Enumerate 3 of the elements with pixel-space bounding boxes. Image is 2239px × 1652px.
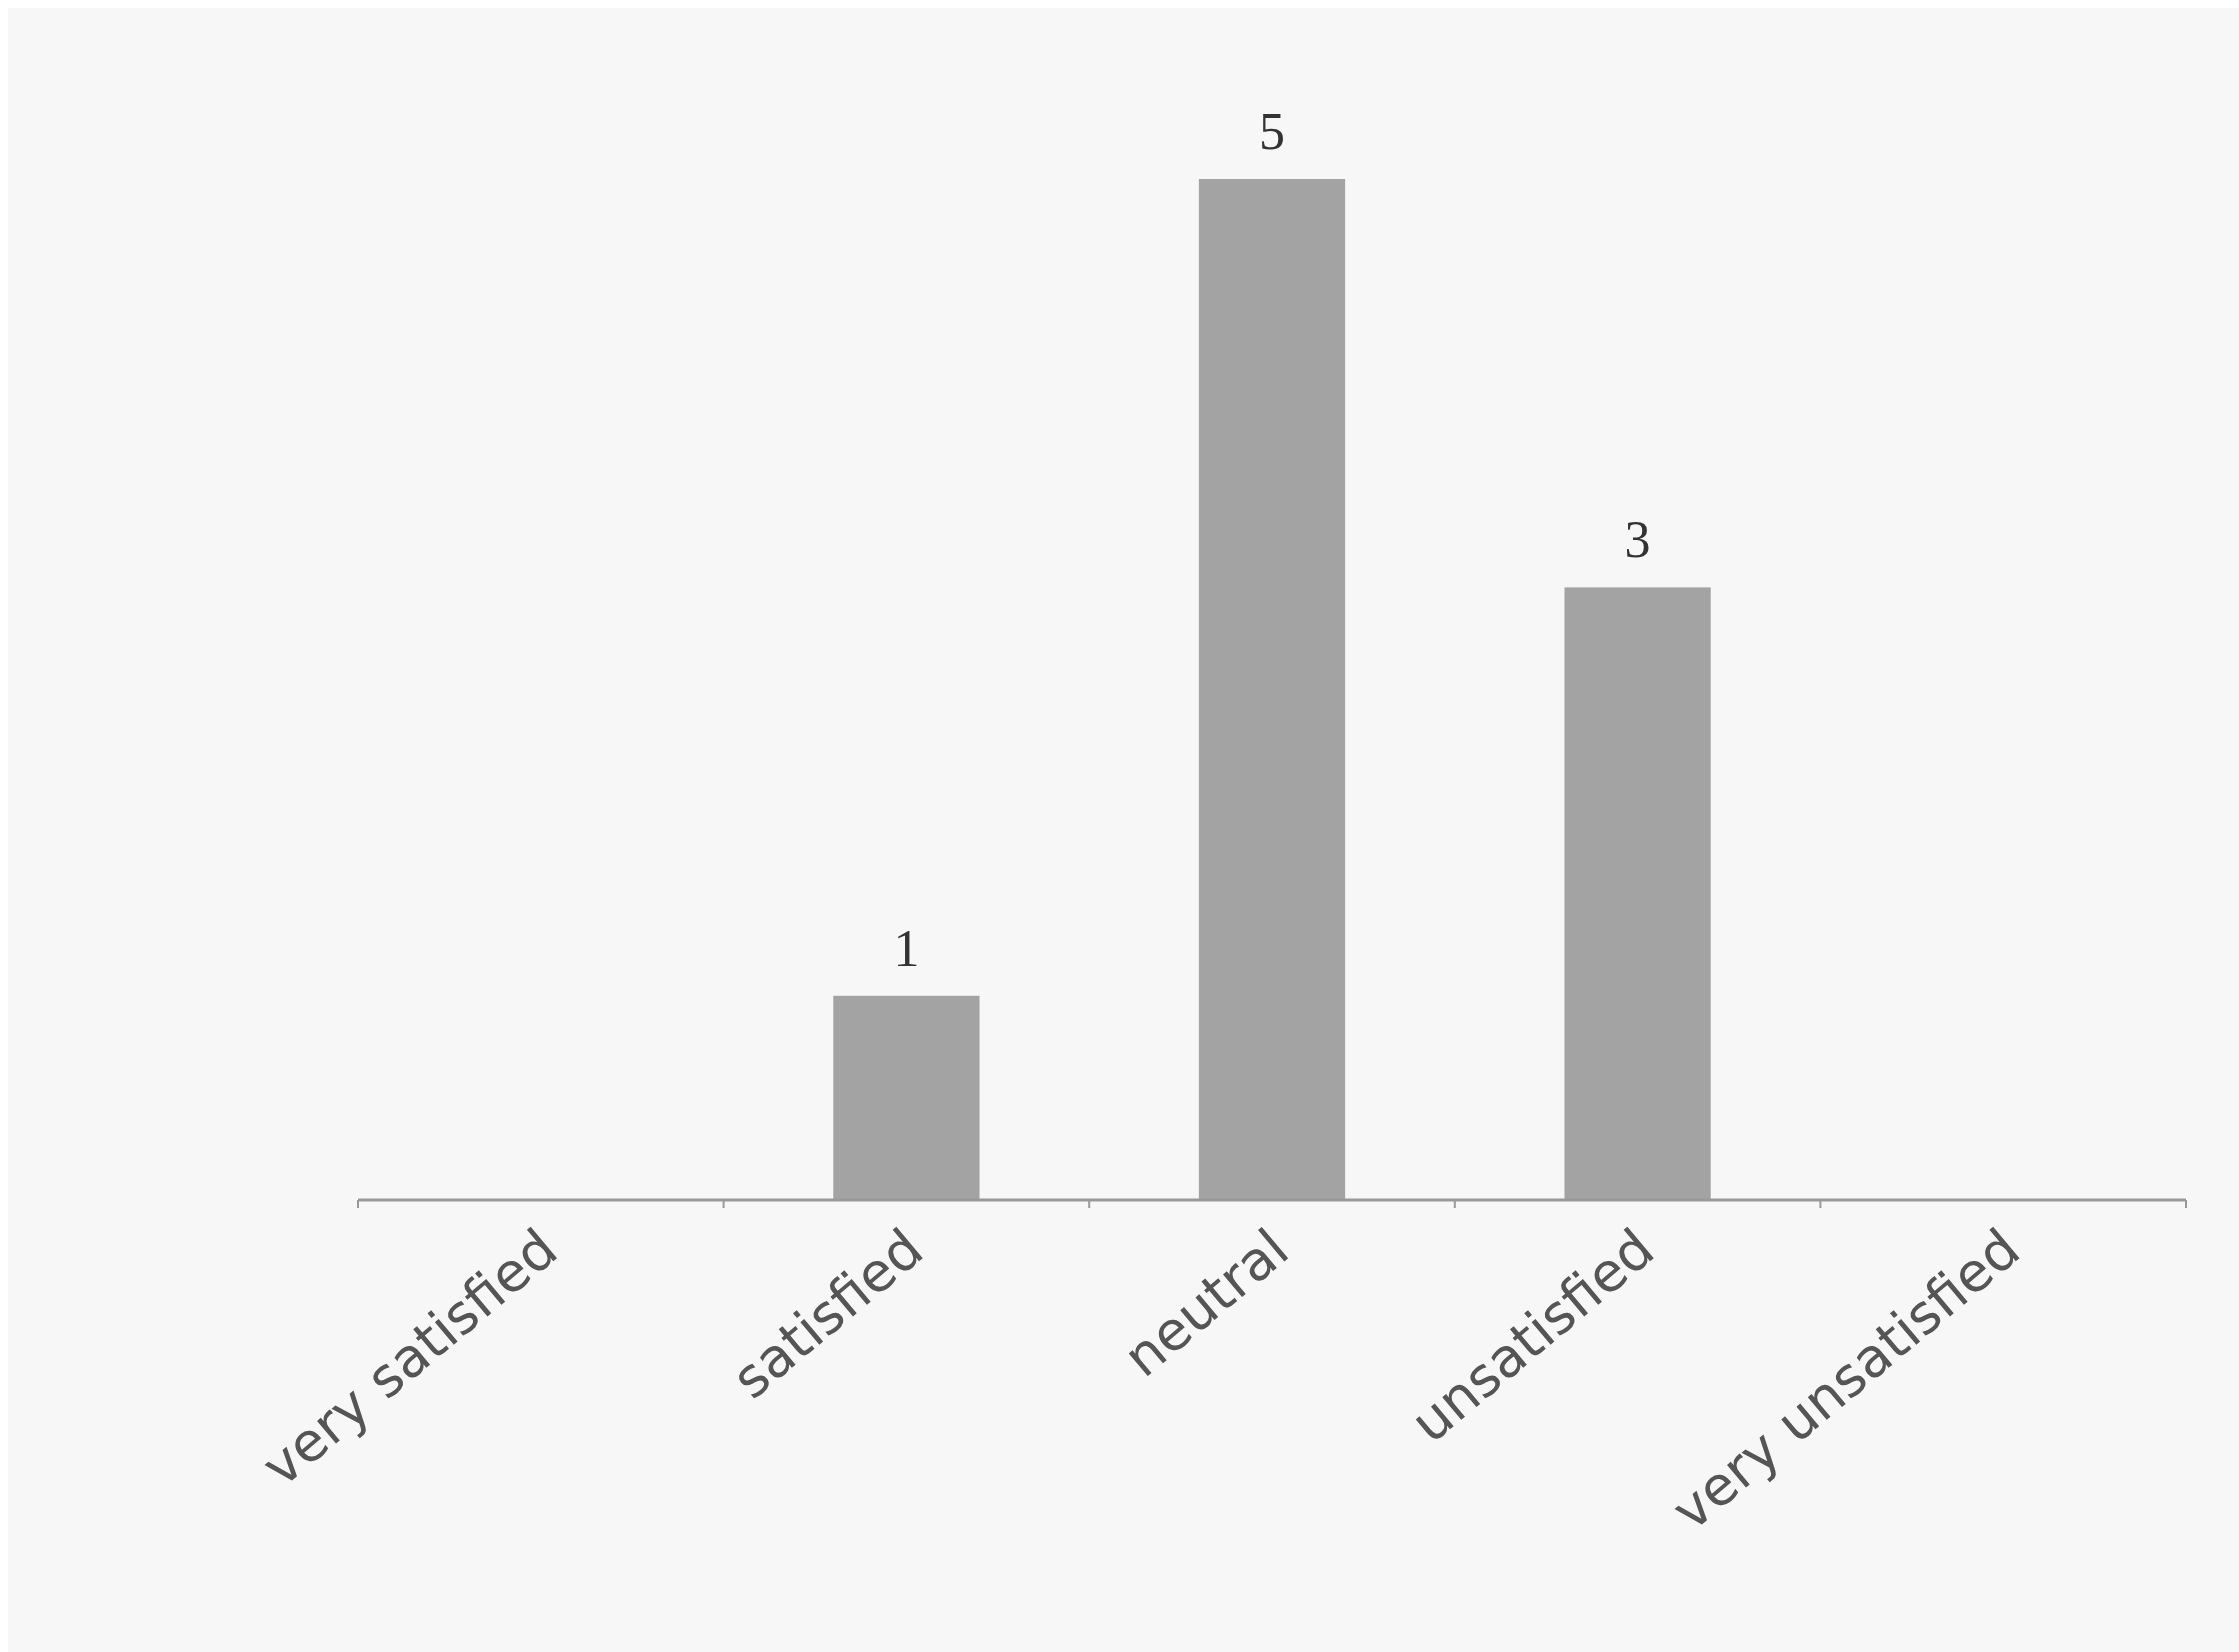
data-label: 5	[1259, 103, 1285, 160]
data-label: 3	[1624, 511, 1651, 569]
data-label: 1	[893, 919, 920, 977]
